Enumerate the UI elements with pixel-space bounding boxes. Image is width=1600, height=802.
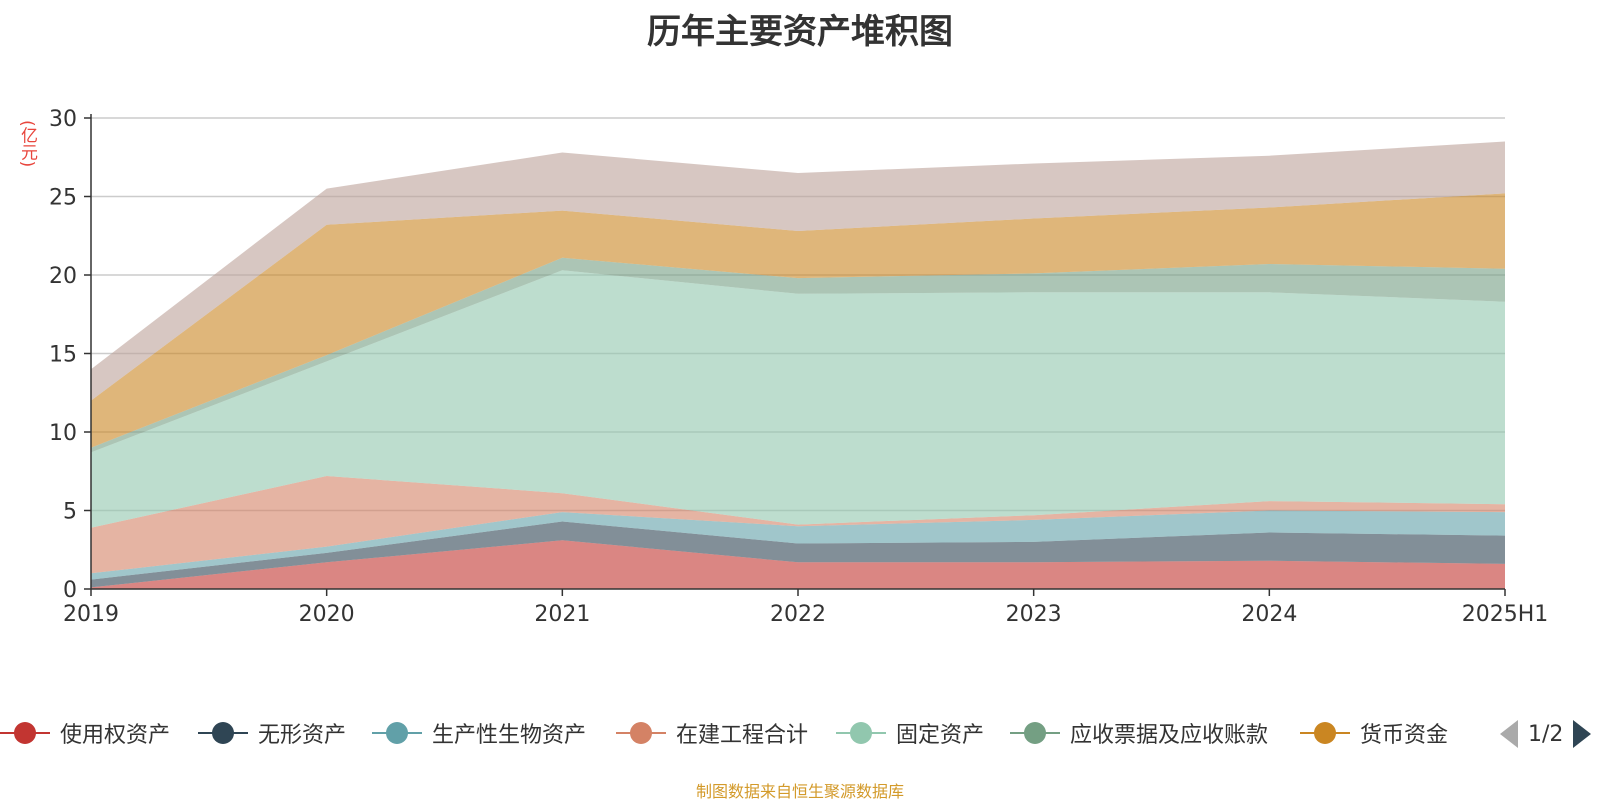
- x-tick-label-2024: 2024: [1241, 602, 1297, 627]
- legend-next-page-button[interactable]: [1573, 720, 1592, 748]
- x-tick-label-2021: 2021: [534, 602, 590, 627]
- legend-item-5[interactable]: 应收票据及应收账款: [1010, 710, 1268, 756]
- chart-title: 历年主要资产堆积图: [647, 12, 953, 52]
- legend-label: 无形资产: [258, 723, 347, 748]
- stacked-area-plot: 0 5 10 15 20 25 30 2019 2020 2021 2022 2023 2024 2025…: [49, 107, 1548, 627]
- y-tick-label-15: 15: [49, 343, 77, 368]
- area-series-4: [91, 270, 1505, 528]
- legend-page-indicator: 1/2: [1528, 721, 1564, 747]
- x-tick-label-2019: 2019: [63, 602, 119, 627]
- legend-marker-icon: [372, 721, 422, 745]
- legend-label: 应收票据及应收账款: [1070, 723, 1269, 748]
- source-note: 制图数据来自恒生聚源数据库: [695, 782, 904, 801]
- area-series-3: [91, 476, 1505, 574]
- area-series-0: [91, 540, 1505, 589]
- tick-labels: 0 5 10 15 20 25 30 2019 2020 2021 2022 2023 2024 2025…: [49, 107, 1548, 627]
- legend-item-0[interactable]: 使用权资产: [0, 710, 170, 756]
- legend-marker-icon: [1010, 721, 1060, 745]
- area-series-7: [91, 141, 1505, 401]
- legend-pager: 1/2: [1500, 712, 1592, 756]
- legend-item-4[interactable]: 固定资产: [836, 710, 984, 756]
- legend-item-2[interactable]: 生产性生物资产: [372, 710, 586, 756]
- x-tick-label-2025H1: 2025H1: [1462, 602, 1549, 627]
- area-series-2: [91, 510, 1505, 580]
- y-axis-unit-label: (亿元): [17, 120, 37, 168]
- legend-label: 生产性生物资产: [432, 723, 587, 748]
- legend: 使用权资产 无形资产 生产性生物资产 在建工程合计 固定资产 应收票据及应收账款 货币资金: [0, 710, 1600, 756]
- legend-label: 货币资金: [1360, 723, 1449, 748]
- y-tick-label-25: 25: [49, 186, 77, 211]
- axes: [84, 114, 1506, 596]
- legend-label: 固定资产: [896, 723, 985, 748]
- legend-label: 在建工程合计: [676, 723, 809, 748]
- y-tick-label-0: 0: [63, 578, 77, 603]
- area-series-1: [91, 521, 1505, 588]
- series-areas: [91, 141, 1505, 589]
- y-tick-label-5: 5: [63, 500, 77, 525]
- legend-prev-page-button[interactable]: [1500, 720, 1518, 748]
- legend-marker-icon: [1300, 721, 1350, 745]
- legend-marker-icon: [198, 721, 248, 745]
- y-tick-label-10: 10: [49, 421, 77, 446]
- legend-item-1[interactable]: 无形资产: [198, 710, 346, 756]
- legend-marker-icon: [0, 721, 50, 745]
- legend-item-6[interactable]: 货币资金: [1300, 710, 1448, 756]
- x-tick-label-2022: 2022: [770, 602, 826, 627]
- area-series-5: [91, 257, 1505, 453]
- x-tick-label-2023: 2023: [1006, 602, 1062, 627]
- legend-marker-icon: [836, 721, 886, 745]
- legend-item-3[interactable]: 在建工程合计: [616, 710, 808, 756]
- legend-marker-icon: [616, 721, 666, 745]
- legend-label: 使用权资产: [60, 723, 171, 748]
- x-tick-label-2020: 2020: [299, 602, 355, 627]
- y-tick-label-30: 30: [49, 107, 77, 132]
- area-series-6: [91, 193, 1505, 448]
- y-tick-label-20: 20: [49, 264, 77, 289]
